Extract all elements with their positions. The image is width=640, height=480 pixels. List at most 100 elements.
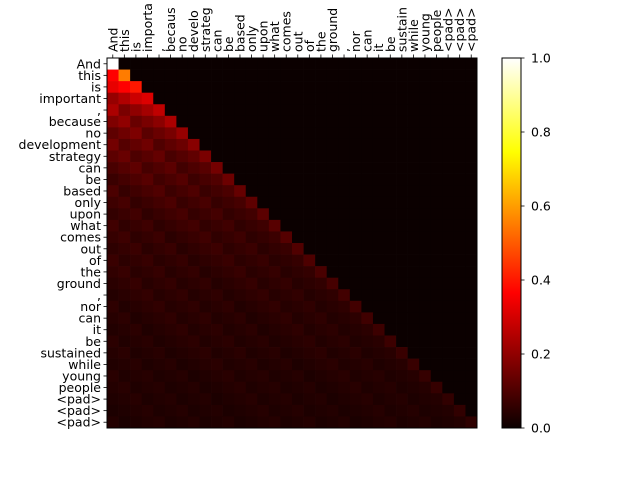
heatmap-cell: [338, 219, 351, 232]
heatmap-cell: [130, 243, 143, 255]
heatmap-cell: [430, 300, 443, 313]
heatmap-cell: [442, 115, 455, 128]
heatmap-cell: [234, 173, 247, 186]
heatmap-cell: [396, 219, 408, 232]
heatmap-cell: [430, 115, 443, 128]
heatmap-cell: [118, 266, 131, 279]
heatmap-cell: [141, 162, 154, 174]
y-tick-label: the: [80, 264, 101, 279]
heatmap-cell: [315, 393, 328, 406]
heatmap-cell: [430, 381, 443, 394]
heatmap-cell: [268, 335, 281, 348]
heatmap-cell: [141, 393, 154, 406]
heatmap-cell: [234, 58, 247, 70]
heatmap-cell: [234, 127, 247, 140]
heatmap-cell: [107, 104, 119, 117]
x-tick-label: be: [383, 36, 398, 52]
colorbar-tick-label: 0.2: [531, 347, 551, 362]
heatmap-cell: [338, 58, 351, 70]
heatmap-cell: [141, 300, 154, 313]
heatmap-cell: [130, 312, 143, 325]
heatmap-cell: [292, 370, 304, 383]
heatmap-cell: [396, 243, 408, 255]
heatmap-cell: [107, 150, 119, 163]
heatmap-cell: [430, 416, 443, 429]
heatmap-cell: [453, 231, 466, 244]
heatmap-cell: [268, 231, 281, 244]
heatmap-cell: [326, 69, 339, 82]
heatmap-cell: [349, 231, 362, 244]
heatmap-cell: [199, 219, 212, 232]
heatmap-cell: [118, 219, 131, 232]
heatmap-cell: [372, 370, 385, 383]
heatmap-cell: [268, 370, 281, 383]
heatmap-cell: [234, 69, 247, 82]
heatmap-cell: [130, 81, 143, 94]
heatmap-cell: [315, 58, 328, 70]
heatmap-cell: [187, 231, 200, 244]
heatmap-cell: [303, 381, 316, 394]
heatmap-cell: [257, 127, 270, 140]
heatmap-cell: [187, 370, 200, 383]
heatmap-cell: [315, 347, 328, 359]
heatmap-cell: [164, 393, 177, 406]
heatmap-cell: [361, 138, 374, 151]
y-tick-label: important: [39, 91, 101, 106]
heatmap-cell: [453, 92, 466, 105]
heatmap-cell: [361, 347, 374, 359]
x-tick-label: becaus: [163, 7, 178, 52]
heatmap-cell: [257, 243, 270, 255]
heatmap-cell: [453, 254, 466, 267]
heatmap-cell: [245, 277, 258, 290]
heatmap-cell: [187, 208, 200, 221]
heatmap-cell: [465, 196, 478, 209]
heatmap-cell: [338, 150, 351, 163]
heatmap-cell: [315, 196, 328, 209]
heatmap-cell: [118, 115, 131, 128]
heatmap-cell: [234, 300, 247, 313]
heatmap-cell: [396, 254, 408, 267]
heatmap-cell: [292, 58, 304, 70]
heatmap-cell: [442, 277, 455, 290]
x-tick-label: is: [128, 42, 143, 52]
heatmap-cell: [349, 127, 362, 140]
heatmap-cell: [130, 69, 143, 82]
heatmap-cell: [268, 393, 281, 406]
heatmap-cell: [141, 150, 154, 163]
heatmap-cell: [361, 208, 374, 221]
heatmap-cell: [349, 289, 362, 302]
heatmap-cell: [315, 127, 328, 140]
heatmap-cell: [419, 289, 432, 302]
heatmap-cell: [465, 185, 478, 198]
heatmap-cell: [130, 58, 143, 70]
x-tick-label: young: [417, 13, 432, 52]
heatmap-cell: [419, 196, 432, 209]
heatmap-cell: [396, 185, 408, 198]
heatmap-cell: [361, 92, 374, 105]
heatmap-cell: [268, 289, 281, 302]
heatmap-cell: [430, 358, 443, 371]
heatmap-cell: [234, 358, 247, 371]
heatmap-cell: [430, 231, 443, 244]
y-tick-label: <pad>: [57, 403, 101, 418]
heatmap-cell: [326, 254, 339, 267]
x-tick-label: upon: [256, 21, 271, 52]
heatmap-cell: [407, 231, 420, 244]
colorbar-tick-label: 0.0: [531, 421, 551, 436]
heatmap-cell: [245, 92, 258, 105]
heatmap-cell: [257, 277, 270, 290]
y-tick-label: of: [89, 253, 102, 268]
heatmap-cell: [326, 150, 339, 163]
heatmap-cell: [442, 162, 455, 174]
heatmap-cell: [303, 81, 316, 94]
heatmap-cell: [407, 370, 420, 383]
heatmap-cell: [257, 404, 270, 417]
heatmap-cell: [361, 266, 374, 279]
heatmap-cell: [211, 300, 223, 313]
heatmap-cell: [442, 127, 455, 140]
colorbar-frame: [501, 57, 522, 429]
heatmap-cell: [153, 104, 166, 117]
heatmap-cell: [419, 92, 432, 105]
heatmap-cell: [280, 173, 293, 186]
heatmap-cell: [245, 115, 258, 128]
